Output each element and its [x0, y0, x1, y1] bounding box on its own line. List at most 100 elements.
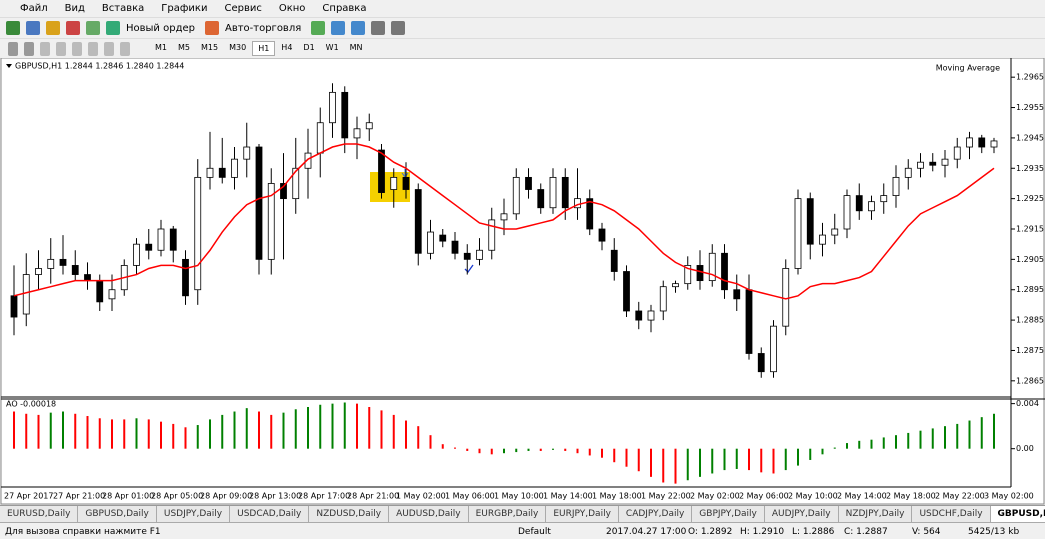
y-tick-label: 1.2925	[1016, 194, 1044, 203]
chart-tab[interactable]: EURUSD,Daily	[0, 506, 79, 522]
candle-body	[623, 271, 630, 312]
chart-tab[interactable]: GBPUSD,Daily	[78, 506, 157, 522]
candle-body	[684, 265, 692, 285]
chart-tab[interactable]: AUDUSD,Daily	[389, 506, 469, 522]
candle-body	[255, 146, 263, 260]
x-tick-label: 3 May 02:00	[984, 492, 1034, 501]
candle-body	[929, 161, 937, 166]
candle-body	[635, 310, 643, 321]
icon[interactable]	[88, 41, 98, 56]
candle-body	[672, 283, 679, 288]
candle-body	[561, 176, 569, 209]
candle-body	[414, 189, 422, 254]
icon[interactable]	[391, 21, 406, 35]
icon[interactable]	[46, 21, 60, 35]
menu-item[interactable]: Вид	[64, 3, 85, 14]
chart-tab[interactable]: GBPJPY,Daily	[692, 506, 765, 522]
candle-body	[941, 158, 949, 166]
timeframe-button[interactable]: W1	[325, 43, 339, 52]
candle-body	[47, 258, 55, 269]
candle-body	[96, 280, 104, 303]
candle-body	[10, 295, 18, 318]
candle-body	[512, 176, 520, 215]
timeframe-button[interactable]: H1	[252, 41, 276, 56]
candle-body	[549, 176, 557, 209]
candle-body	[365, 122, 373, 130]
menu-item[interactable]: Сервис	[224, 3, 262, 14]
menu-item[interactable]: Графики	[161, 3, 208, 14]
candle-body	[390, 176, 398, 190]
chart-tab[interactable]: USDCHF,Daily	[912, 506, 991, 522]
y-tick-label: 1.2955	[1016, 103, 1044, 112]
menu-item[interactable]: Вставка	[101, 3, 145, 14]
icon[interactable]	[40, 41, 50, 56]
icon[interactable]	[104, 41, 114, 56]
chart-tab[interactable]: NZDUSD,Daily	[309, 506, 390, 522]
chart-tab[interactable]: GBPUSD,H1	[990, 506, 1045, 522]
icon[interactable]	[26, 21, 40, 35]
chart-tabs: EURUSD,Daily GBPUSD,Daily USDJPY,Daily USDC…	[0, 505, 1045, 522]
chart-tab[interactable]: EURJPY,Daily	[546, 506, 619, 522]
candle-body	[733, 289, 741, 300]
x-tick-label: 1 May 02:00	[396, 492, 446, 501]
candle-body	[35, 268, 42, 275]
chart-tab[interactable]: NZDJPY,Daily	[839, 506, 913, 522]
candle-body	[806, 198, 814, 245]
timeframe-button[interactable]: M1	[155, 43, 167, 52]
icon[interactable]	[86, 21, 100, 35]
timeframe-button[interactable]: M5	[178, 43, 190, 52]
chart-tab[interactable]: USDCAD,Daily	[230, 506, 310, 522]
candle-body	[157, 228, 165, 251]
candle-body	[782, 268, 790, 327]
indicator-label: Moving Average	[936, 64, 1000, 73]
x-tick-label: 28 Apr 17:00	[298, 492, 350, 501]
icon[interactable]	[8, 41, 18, 56]
status-field: 5425/13 kb	[968, 527, 1020, 537]
chart-tab[interactable]: USDJPY,Daily	[157, 506, 231, 522]
icon[interactable]	[72, 41, 82, 56]
icon[interactable]	[6, 21, 20, 35]
timeframe-button[interactable]: M30	[229, 43, 247, 52]
y-tick-label: 1.2945	[1016, 133, 1044, 142]
candle-body	[598, 228, 606, 242]
icon[interactable]	[24, 41, 34, 56]
icon[interactable]	[351, 21, 366, 35]
candle-body	[402, 176, 410, 190]
candle-body	[904, 167, 912, 178]
chart: GBPUSD,H1 1.2844 1.2846 1.2840 1.2844 Mo…	[0, 58, 1045, 505]
candle-body	[108, 289, 116, 300]
menu-item[interactable]: Файл	[20, 3, 48, 14]
icon[interactable]	[371, 21, 386, 35]
candle-body	[696, 265, 704, 282]
candle-body	[917, 161, 924, 169]
chart-tab[interactable]: EURGBP,Daily	[469, 506, 547, 522]
auto-trading-button[interactable]: Авто-торговля	[204, 21, 301, 35]
candle-body	[721, 252, 728, 291]
icon[interactable]	[331, 21, 346, 35]
candle-body	[868, 201, 875, 212]
candle-body	[463, 252, 471, 260]
icon[interactable]	[120, 41, 130, 56]
timeframe-button[interactable]: M15	[201, 43, 219, 52]
oscillator-title: AO -0.00018	[6, 400, 56, 409]
timeframe-button[interactable]: D1	[303, 43, 315, 52]
icon[interactable]	[56, 41, 66, 56]
x-tick-label: 1 May 06:00	[445, 492, 495, 501]
candle-body	[794, 198, 802, 269]
icon[interactable]	[66, 21, 80, 35]
new-order-button[interactable]: Новый ордер	[106, 21, 195, 35]
toolbar: Новый ордер Авто-торговля	[0, 17, 1045, 38]
timeframe-button[interactable]: MN	[349, 43, 363, 52]
candle-body	[353, 128, 361, 139]
chart-tab[interactable]: AUDJPY,Daily	[765, 506, 839, 522]
icon[interactable]	[311, 21, 326, 35]
y-tick-label: 1.2885	[1016, 316, 1044, 325]
candle-body	[819, 234, 826, 245]
x-tick-label: 28 Apr 09:00	[200, 492, 252, 501]
menu-item[interactable]: Окно	[278, 3, 306, 14]
status-field: O: 1.2892	[688, 527, 733, 537]
menu-item[interactable]: Справка	[322, 3, 367, 14]
chart-tab[interactable]: CADJPY,Daily	[619, 506, 693, 522]
timeframe-button[interactable]: H4	[281, 43, 293, 52]
